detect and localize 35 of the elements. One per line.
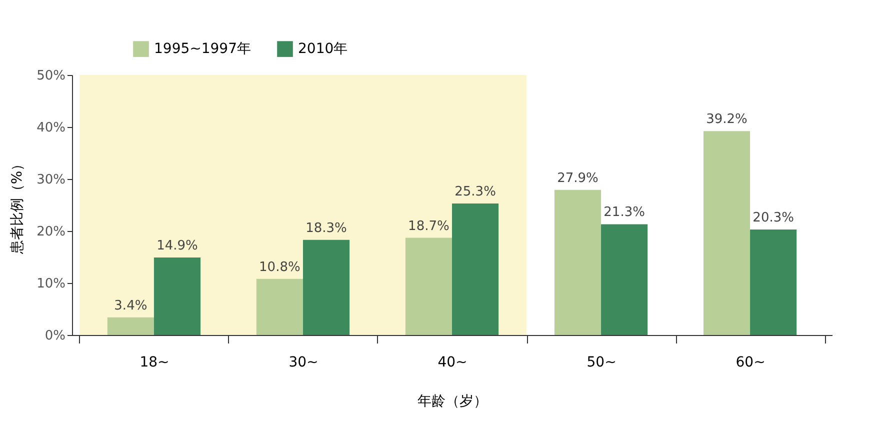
data-label: 18.7% xyxy=(408,218,450,234)
bar xyxy=(256,278,303,335)
x-tick-label: 30~ xyxy=(288,354,318,370)
data-label: 20.3% xyxy=(752,210,794,226)
y-tick-label: 40% xyxy=(36,120,66,136)
bar xyxy=(302,240,350,335)
x-axis-title: 年龄（岁） xyxy=(418,394,488,410)
legend-label: 2010年 xyxy=(298,41,348,58)
y-tick-label: 50% xyxy=(36,68,66,84)
data-label: 21.3% xyxy=(604,205,645,220)
y-axis-title: 患者比例（%） xyxy=(10,156,26,256)
y-tick-label: 10% xyxy=(36,276,66,292)
data-label: 10.8% xyxy=(259,260,300,275)
bar xyxy=(601,224,648,335)
bar xyxy=(107,317,154,335)
data-label: 25.3% xyxy=(454,184,496,200)
x-tick-label: 50~ xyxy=(586,354,616,370)
bar xyxy=(554,190,602,335)
y-tick-label: 0% xyxy=(44,328,66,344)
bar xyxy=(405,238,452,335)
x-tick-label: 18~ xyxy=(140,354,170,370)
y-tick-label: 30% xyxy=(36,172,66,188)
x-tick-label: 40~ xyxy=(438,354,468,370)
data-label: 27.9% xyxy=(557,170,598,186)
data-label: 14.9% xyxy=(156,238,198,254)
bar xyxy=(154,258,201,335)
bar xyxy=(452,203,499,335)
legend-label: 1995~1997年 xyxy=(154,41,251,58)
bar xyxy=(750,229,797,335)
data-label: 3.4% xyxy=(114,298,148,314)
bar xyxy=(703,131,750,335)
data-label: 39.2% xyxy=(706,112,748,128)
x-tick-label: 60~ xyxy=(736,354,766,370)
y-tick-label: 20% xyxy=(36,224,66,240)
data-label: 18.3% xyxy=(306,220,347,236)
